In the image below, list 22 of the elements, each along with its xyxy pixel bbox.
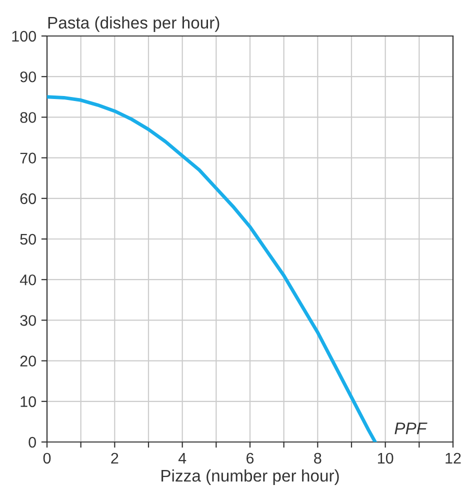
y-tick-label: 90 xyxy=(20,71,36,82)
x-tick-label: 0 xyxy=(43,452,51,464)
y-tick-label: 10 xyxy=(20,396,36,408)
x-tick-label: 2 xyxy=(111,452,118,464)
y-tick-label: 40 xyxy=(20,274,36,286)
y-tick-label: 20 xyxy=(20,356,36,366)
y-axis-title: Pasta (dishes per hour) xyxy=(48,16,220,32)
y-tick-label: 0 xyxy=(28,436,36,448)
annotation: PPF xyxy=(394,422,428,434)
x-tick-label: 8 xyxy=(314,452,322,464)
x-tick-label: 10 xyxy=(378,452,394,464)
line-series xyxy=(47,95,377,442)
y-tick-label: 60 xyxy=(20,193,36,204)
y-tick-label: 30 xyxy=(20,315,36,326)
y-tick-label: 50 xyxy=(20,234,36,245)
x-tick-label: 12 xyxy=(446,452,461,464)
x-tick-label: 6 xyxy=(246,452,254,464)
y-tick-label: 70 xyxy=(20,152,36,164)
x-axis-title: Pizza (number per hour) xyxy=(162,469,339,485)
y-tick-label: 100 xyxy=(12,30,36,42)
y-tick-label: 80 xyxy=(20,112,36,123)
x-tick-label: 4 xyxy=(178,452,186,464)
